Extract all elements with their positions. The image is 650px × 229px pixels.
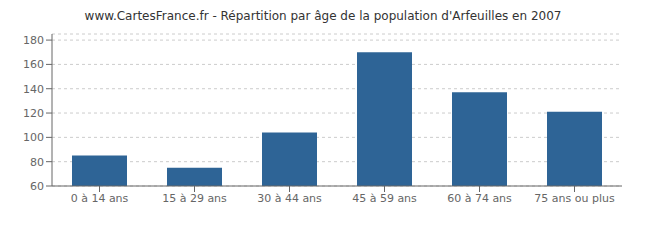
svg-text:75 ans ou plus: 75 ans ou plus (534, 192, 615, 205)
svg-text:60 à 74 ans: 60 à 74 ans (447, 192, 512, 205)
svg-text:45 à 59 ans: 45 à 59 ans (352, 192, 417, 205)
svg-text:180: 180 (23, 34, 44, 47)
svg-text:80: 80 (30, 156, 44, 169)
svg-text:30 à 44 ans: 30 à 44 ans (257, 192, 322, 205)
html-text:www.CartesFrance.fr - Répartit: www.CartesFrance.fr - Répartition par âg… (84, 9, 562, 23)
svg-text:160: 160 (23, 58, 44, 71)
svg-text:0 à 14 ans: 0 à 14 ans (71, 192, 129, 205)
svg-text:100: 100 (23, 131, 44, 144)
svg-text:60: 60 (30, 180, 44, 193)
svg-text:140: 140 (23, 83, 44, 96)
svg-text:15 à 29 ans: 15 à 29 ans (162, 192, 227, 205)
svg-text:120: 120 (23, 107, 44, 120)
